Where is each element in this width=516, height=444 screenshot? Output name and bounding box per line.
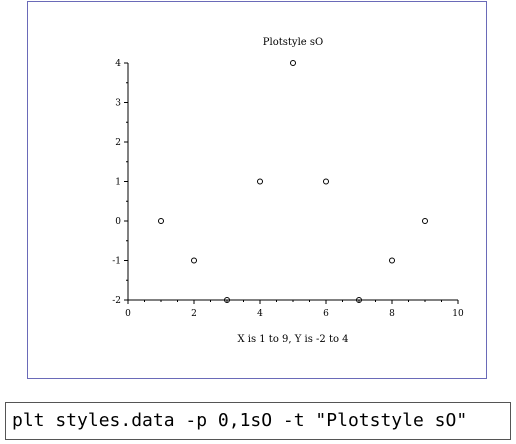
command-text: plt styles.data -p 0,1sO -t "Plotstyle s… [12,410,468,431]
data-point [158,218,164,224]
plot-frame [27,1,487,379]
x-ticks: 0 2 4 6 8 10 [125,300,464,319]
data-point [257,178,263,185]
data-point [290,60,296,66]
x-tick-label: 2 [191,309,197,319]
chart-title: Plotstyle sO [263,37,323,48]
command-box: plt styles.data -p 0,1sO -t "Plotstyle s… [5,402,511,440]
data-point [224,297,230,303]
y-tick-label: 1 [115,178,121,188]
y-tick-label: -1 [112,257,121,267]
data-point [323,178,329,185]
x-tick-label: 10 [452,309,464,319]
y-ticks: -2 -1 0 1 2 3 4 [112,59,128,306]
y-tick-label: 3 [115,99,121,109]
data-point [389,257,395,264]
x-tick-label: 8 [389,309,395,319]
y-tick-label: 4 [115,59,121,69]
y-tick-label: 2 [115,138,121,148]
data-point [191,257,197,264]
x-tick-label: 4 [257,309,263,319]
y-tick-label: 0 [115,217,121,227]
data-point [422,218,428,224]
data-points [158,60,428,303]
x-tick-label: 0 [125,309,131,319]
x-axis-label: X is 1 to 9, Y is -2 to 4 [237,334,348,345]
y-tick-label: -2 [112,296,121,306]
data-point [356,297,362,303]
x-tick-label: 6 [323,309,329,319]
